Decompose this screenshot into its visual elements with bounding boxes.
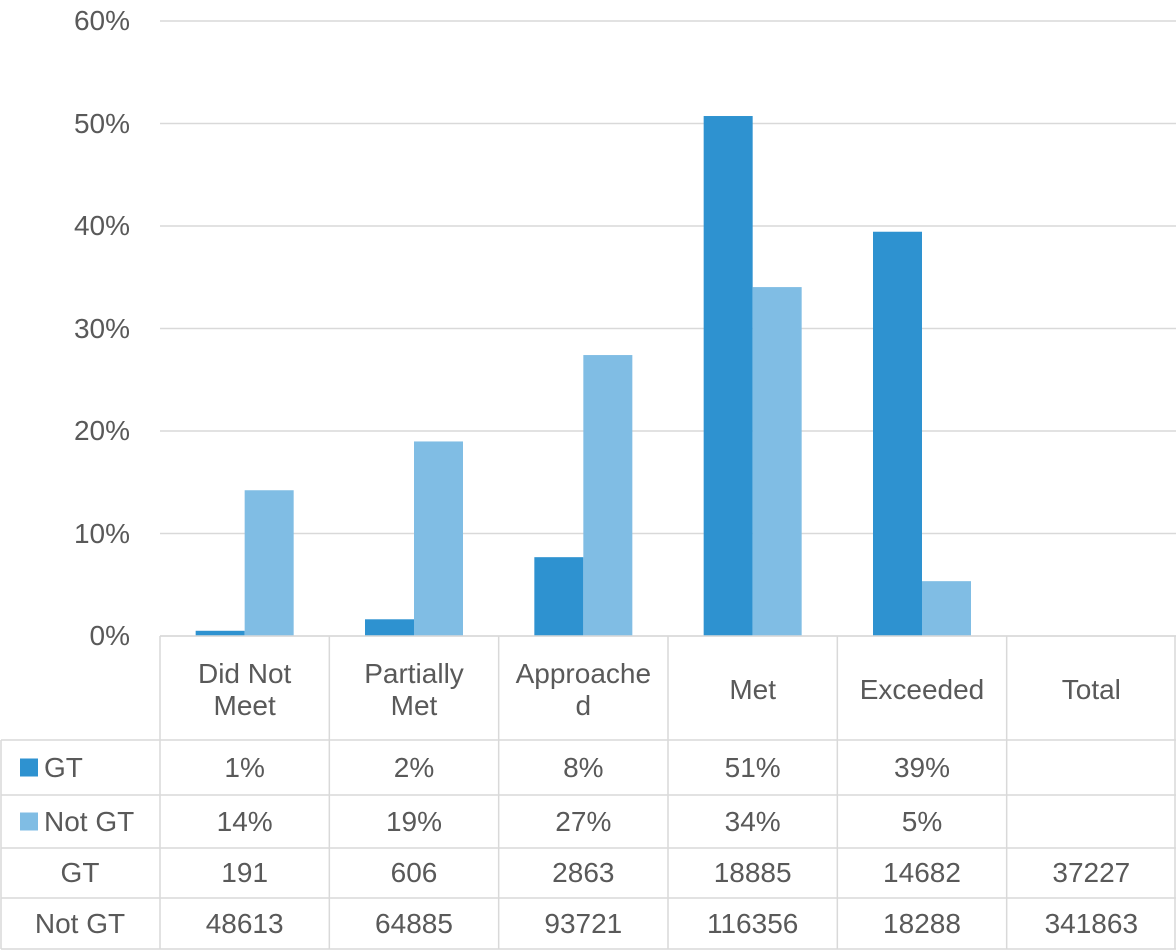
table-cell: 18288: [883, 907, 961, 939]
bar: [534, 557, 584, 636]
category-label: Did Not Meet: [197, 658, 292, 721]
row-header: GT: [60, 857, 100, 888]
table-cell: 39%: [893, 751, 951, 783]
table-cell: 5%: [901, 805, 943, 837]
category-label: Partially Met: [364, 658, 464, 721]
bar: [414, 441, 463, 636]
bar: [703, 116, 753, 636]
category-label: Exceeded: [859, 674, 985, 705]
table-cell: 341863: [1044, 907, 1139, 939]
y-tick-label: 20%: [73, 415, 130, 446]
table-cell: 37227: [1052, 857, 1131, 888]
bar: [873, 231, 922, 637]
table-cell: 48613: [205, 907, 284, 939]
category-label: Met: [729, 674, 776, 705]
category-label: Total: [1061, 674, 1121, 705]
y-tick-label: 10%: [73, 517, 130, 549]
table-cell: 34%: [724, 805, 781, 837]
y-tick-label: 30%: [73, 312, 130, 344]
bar: [365, 619, 414, 636]
table-cell: 51%: [724, 751, 781, 783]
table-cell: 18885: [713, 857, 792, 888]
y-tick-label: 50%: [73, 107, 130, 139]
table-cell: 191: [221, 857, 269, 888]
legend-swatch: [20, 758, 38, 777]
table-cell: 1%: [224, 751, 265, 783]
category-label: Approached: [515, 658, 652, 721]
legend-label: Not GT: [44, 805, 135, 837]
legend-swatch: [20, 812, 38, 831]
table-cell: 19%: [385, 805, 443, 837]
table-cell: 14682: [883, 857, 961, 888]
table-cell: 116356: [706, 907, 799, 939]
bar: [922, 581, 971, 636]
table-cell: 14%: [216, 805, 273, 837]
bar: [195, 630, 245, 636]
y-tick-label: 60%: [73, 5, 130, 36]
table-cell: 93721: [544, 907, 623, 939]
table-cell: 606: [390, 857, 438, 888]
legend-label: GT: [44, 751, 83, 783]
table-cell: 2%: [393, 751, 435, 783]
bar: [244, 490, 294, 636]
bar: [752, 287, 802, 636]
y-tick-label: 40%: [73, 210, 130, 241]
row-header: Not GT: [34, 907, 126, 939]
table-cell: 64885: [375, 907, 453, 939]
table-cell: 27%: [555, 805, 612, 837]
y-tick-label: 0%: [89, 620, 130, 651]
table-cell: 8%: [563, 751, 604, 783]
table-cell: 2863: [552, 857, 615, 888]
bar: [583, 355, 633, 636]
